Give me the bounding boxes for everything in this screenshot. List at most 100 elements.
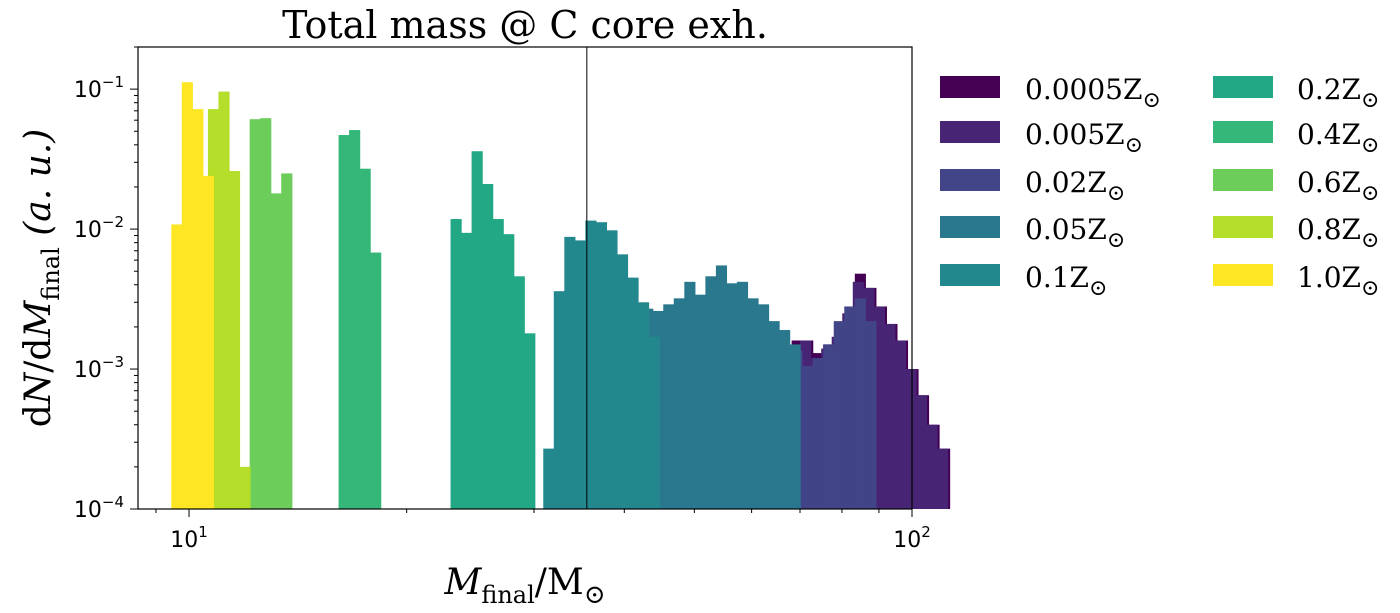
bar bbox=[471, 151, 483, 510]
bar bbox=[705, 276, 717, 509]
bar bbox=[673, 298, 685, 509]
bar bbox=[553, 291, 565, 509]
legend-swatch bbox=[940, 264, 1000, 286]
bar bbox=[461, 232, 473, 509]
bar bbox=[726, 283, 738, 509]
bar bbox=[585, 220, 597, 509]
bar bbox=[844, 306, 856, 509]
series-0.4Z⊙ bbox=[338, 130, 382, 509]
bar bbox=[260, 118, 272, 509]
series-0.2Z⊙ bbox=[450, 151, 536, 510]
bar bbox=[228, 171, 241, 509]
legend-entry-0.2: 0.2Z⊙ bbox=[1213, 73, 1379, 113]
legend-swatch bbox=[940, 121, 1000, 143]
legend-entry-0.8: 0.8Z⊙ bbox=[1213, 213, 1379, 253]
bar bbox=[694, 294, 706, 509]
legend-entry-1.0: 1.0Z⊙ bbox=[1213, 261, 1379, 301]
series-0.1Z⊙ bbox=[543, 220, 660, 510]
legend-label: 0.4Z⊙ bbox=[1297, 118, 1379, 158]
legend-swatch bbox=[1213, 216, 1273, 238]
legend-entry-0.6: 0.6Z⊙ bbox=[1213, 166, 1379, 206]
bar bbox=[715, 265, 728, 509]
bar bbox=[936, 448, 949, 509]
bar bbox=[915, 395, 928, 509]
y-tick-label: 10−4 bbox=[74, 493, 124, 523]
series-1.0Z⊙ bbox=[171, 82, 214, 510]
bar bbox=[865, 321, 877, 509]
bar bbox=[564, 236, 576, 510]
x-axis-label: Mfinal/M⊙ bbox=[443, 562, 605, 610]
legend-swatch bbox=[940, 216, 1000, 238]
bar bbox=[606, 230, 618, 509]
bar bbox=[202, 175, 214, 509]
bar bbox=[926, 424, 938, 509]
bar bbox=[884, 323, 896, 509]
bar bbox=[627, 277, 639, 509]
bar bbox=[595, 222, 608, 509]
legend-label: 0.005Z⊙ bbox=[1025, 118, 1143, 158]
legend-entry-0.05: 0.05Z⊙ bbox=[940, 213, 1125, 253]
legend-swatch bbox=[1213, 121, 1273, 143]
bar bbox=[450, 219, 462, 509]
legend-entry-0.02: 0.02Z⊙ bbox=[940, 166, 1125, 206]
bar bbox=[768, 321, 780, 509]
x-tick-label: 102 bbox=[893, 523, 931, 553]
bar bbox=[779, 330, 791, 509]
bar bbox=[281, 173, 293, 509]
legend-label: 0.8Z⊙ bbox=[1297, 213, 1379, 253]
bar bbox=[492, 219, 504, 509]
bar bbox=[812, 357, 824, 509]
bar bbox=[359, 168, 371, 509]
x-tick-label: 101 bbox=[170, 523, 208, 553]
legend-label: 0.05Z⊙ bbox=[1025, 213, 1125, 253]
bar bbox=[638, 302, 650, 509]
legend-label: 0.1Z⊙ bbox=[1025, 261, 1107, 301]
legend-label: 0.6Z⊙ bbox=[1297, 166, 1379, 206]
bar bbox=[574, 240, 586, 509]
histogram-bars bbox=[171, 82, 951, 510]
bar bbox=[854, 298, 866, 509]
bar bbox=[789, 344, 801, 509]
legend-entry-0.005: 0.005Z⊙ bbox=[940, 118, 1143, 158]
legend-swatch bbox=[1213, 169, 1273, 191]
y-axis-label: dN/dMfinal (a. u.) bbox=[18, 129, 65, 428]
bar bbox=[894, 340, 907, 509]
bar bbox=[249, 119, 261, 510]
bar bbox=[524, 333, 536, 509]
bar bbox=[905, 369, 917, 509]
bar bbox=[270, 193, 282, 510]
bar bbox=[192, 109, 204, 509]
bar bbox=[218, 91, 230, 510]
bar bbox=[802, 366, 814, 509]
series-0.6Z⊙ bbox=[249, 118, 293, 510]
legend-label: 0.2Z⊙ bbox=[1297, 73, 1379, 113]
legend-swatch bbox=[940, 169, 1000, 191]
bar bbox=[684, 281, 696, 509]
legend: 0.0005Z⊙ 0.005Z⊙ 0.02Z⊙ 0.05Z⊙ 0.1Z⊙ 0.2… bbox=[940, 73, 1379, 301]
plot-frame bbox=[137, 46, 913, 510]
y-axis-ticks: 10−1 10−2 10−3 10−4 bbox=[74, 46, 138, 523]
bar bbox=[543, 448, 555, 509]
bar bbox=[648, 336, 660, 509]
legend-swatch bbox=[940, 76, 1000, 98]
legend-swatch bbox=[1213, 76, 1273, 98]
bar bbox=[181, 82, 193, 510]
bar bbox=[239, 466, 251, 509]
legend-label: 1.0Z⊙ bbox=[1297, 261, 1379, 301]
bar bbox=[513, 276, 525, 509]
legend-entry-0.1: 0.1Z⊙ bbox=[940, 261, 1107, 301]
bar bbox=[503, 234, 515, 509]
legend-entry-0.0005: 0.0005Z⊙ bbox=[940, 73, 1161, 113]
legend-swatch bbox=[1213, 264, 1273, 286]
bar bbox=[616, 254, 629, 509]
bar bbox=[370, 252, 382, 509]
bar bbox=[171, 224, 183, 509]
chart-title: Total mass @ C core exh. bbox=[282, 3, 768, 47]
legend-label: 0.0005Z⊙ bbox=[1025, 73, 1161, 113]
series-0.8Z⊙ bbox=[207, 91, 251, 510]
bar bbox=[823, 344, 835, 509]
bar bbox=[833, 321, 845, 509]
y-tick-label: 10−3 bbox=[74, 353, 124, 383]
bar bbox=[338, 135, 350, 509]
